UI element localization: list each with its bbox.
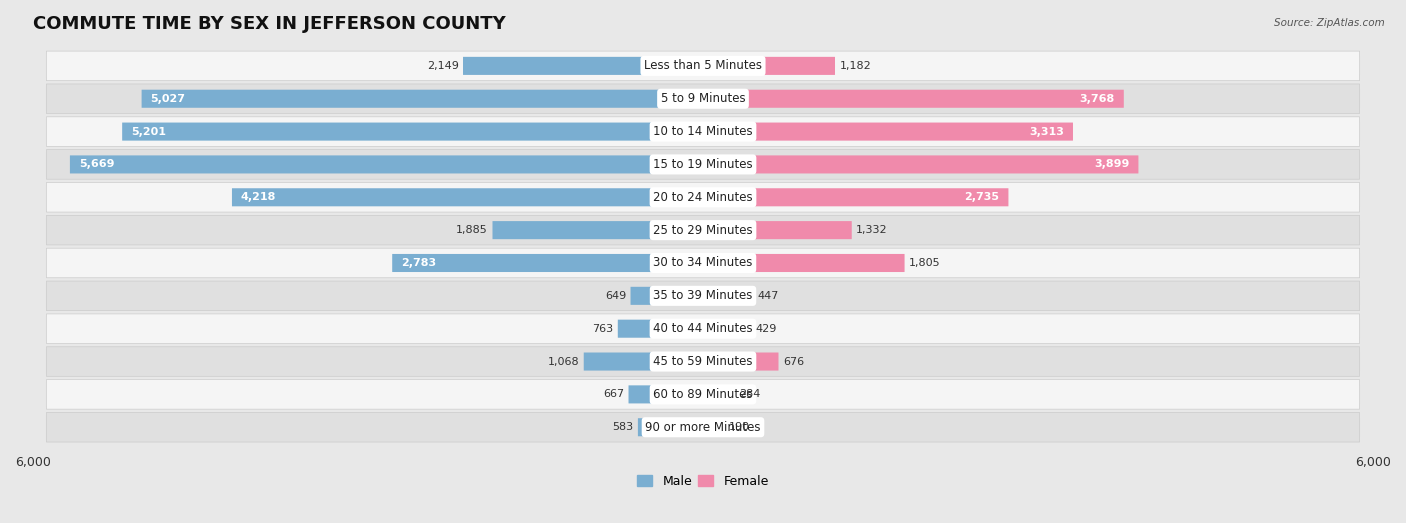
Text: 5 to 9 Minutes: 5 to 9 Minutes	[661, 92, 745, 105]
Text: 649: 649	[605, 291, 626, 301]
FancyBboxPatch shape	[703, 353, 779, 371]
Text: 20 to 24 Minutes: 20 to 24 Minutes	[654, 191, 752, 204]
FancyBboxPatch shape	[703, 254, 904, 272]
Text: 5,201: 5,201	[131, 127, 166, 137]
FancyBboxPatch shape	[122, 122, 703, 141]
Text: 3,899: 3,899	[1094, 160, 1129, 169]
Text: 1,805: 1,805	[910, 258, 941, 268]
Text: 676: 676	[783, 357, 804, 367]
FancyBboxPatch shape	[703, 90, 1123, 108]
Text: 5,669: 5,669	[79, 160, 114, 169]
Text: 1,885: 1,885	[457, 225, 488, 235]
FancyBboxPatch shape	[46, 347, 1360, 377]
Text: 667: 667	[603, 390, 624, 400]
FancyBboxPatch shape	[703, 155, 1139, 174]
Text: 583: 583	[612, 422, 634, 432]
Text: 1,068: 1,068	[547, 357, 579, 367]
FancyBboxPatch shape	[703, 221, 852, 239]
Text: 2,735: 2,735	[965, 192, 1000, 202]
FancyBboxPatch shape	[46, 51, 1360, 81]
FancyBboxPatch shape	[703, 418, 724, 436]
FancyBboxPatch shape	[492, 221, 703, 239]
FancyBboxPatch shape	[46, 183, 1360, 212]
Text: 284: 284	[740, 390, 761, 400]
FancyBboxPatch shape	[142, 90, 703, 108]
FancyBboxPatch shape	[617, 320, 703, 338]
FancyBboxPatch shape	[46, 84, 1360, 113]
Text: 3,313: 3,313	[1029, 127, 1064, 137]
Text: 30 to 34 Minutes: 30 to 34 Minutes	[654, 256, 752, 269]
FancyBboxPatch shape	[46, 215, 1360, 245]
Text: 35 to 39 Minutes: 35 to 39 Minutes	[654, 289, 752, 302]
Text: 763: 763	[592, 324, 613, 334]
Legend: Male, Female: Male, Female	[633, 470, 773, 493]
FancyBboxPatch shape	[46, 380, 1360, 409]
FancyBboxPatch shape	[703, 57, 835, 75]
Text: 1,332: 1,332	[856, 225, 887, 235]
Text: 5,027: 5,027	[150, 94, 186, 104]
FancyBboxPatch shape	[46, 413, 1360, 442]
Text: 2,149: 2,149	[426, 61, 458, 71]
Text: 4,218: 4,218	[240, 192, 276, 202]
FancyBboxPatch shape	[583, 353, 703, 371]
FancyBboxPatch shape	[46, 248, 1360, 278]
FancyBboxPatch shape	[232, 188, 703, 206]
Text: 90 or more Minutes: 90 or more Minutes	[645, 420, 761, 434]
FancyBboxPatch shape	[703, 122, 1073, 141]
Text: 45 to 59 Minutes: 45 to 59 Minutes	[654, 355, 752, 368]
Text: Less than 5 Minutes: Less than 5 Minutes	[644, 60, 762, 72]
FancyBboxPatch shape	[630, 287, 703, 305]
FancyBboxPatch shape	[46, 281, 1360, 311]
Text: 1,182: 1,182	[839, 61, 872, 71]
FancyBboxPatch shape	[703, 320, 751, 338]
Text: 190: 190	[728, 422, 749, 432]
Text: 3,768: 3,768	[1080, 94, 1115, 104]
FancyBboxPatch shape	[46, 117, 1360, 146]
FancyBboxPatch shape	[628, 385, 703, 403]
Text: 429: 429	[755, 324, 776, 334]
Text: 25 to 29 Minutes: 25 to 29 Minutes	[654, 224, 752, 236]
FancyBboxPatch shape	[46, 314, 1360, 344]
Text: 60 to 89 Minutes: 60 to 89 Minutes	[654, 388, 752, 401]
FancyBboxPatch shape	[703, 188, 1008, 206]
FancyBboxPatch shape	[703, 287, 754, 305]
Text: 40 to 44 Minutes: 40 to 44 Minutes	[654, 322, 752, 335]
Text: 10 to 14 Minutes: 10 to 14 Minutes	[654, 125, 752, 138]
FancyBboxPatch shape	[463, 57, 703, 75]
FancyBboxPatch shape	[46, 150, 1360, 179]
Text: 447: 447	[758, 291, 779, 301]
FancyBboxPatch shape	[638, 418, 703, 436]
Text: COMMUTE TIME BY SEX IN JEFFERSON COUNTY: COMMUTE TIME BY SEX IN JEFFERSON COUNTY	[32, 15, 506, 33]
Text: 15 to 19 Minutes: 15 to 19 Minutes	[654, 158, 752, 171]
FancyBboxPatch shape	[703, 385, 735, 403]
FancyBboxPatch shape	[392, 254, 703, 272]
FancyBboxPatch shape	[70, 155, 703, 174]
Text: 2,783: 2,783	[401, 258, 436, 268]
Text: Source: ZipAtlas.com: Source: ZipAtlas.com	[1274, 18, 1385, 28]
